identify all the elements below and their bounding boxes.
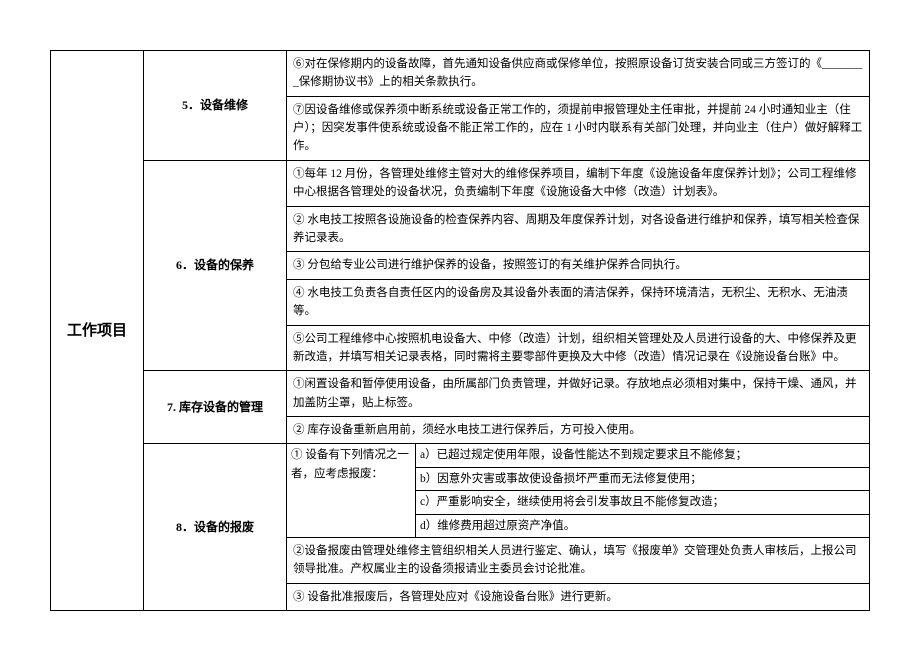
section-6-row-3: ③ 分包给专业公司进行维护保养的设备，按照签订的有关维护保养合同执行。 xyxy=(287,252,870,279)
section-6-row-5: ⑤公司工程维修中心按照机电设备大、中修（改造）计划，组织相关管理处及人员进行设备… xyxy=(287,325,870,371)
row-header: 工作项目 xyxy=(51,50,144,610)
section-8-title: 8．设备的报废 xyxy=(144,444,287,611)
work-items-table: 工作项目 5．设备维修 ⑥对在保修期内的设备故障，首先通知设备供应商或保修单位，… xyxy=(50,50,870,611)
section-7-title: 7. 库存设备的管理 xyxy=(144,371,287,444)
section-7-row-2: ② 库存设备重新启用前，须经水电技工进行保养后，方可投入使用。 xyxy=(287,417,870,444)
section-8-inner: ① 设备有下列情况之一者，应考虑报废： a）已超过规定使用年限，设备性能达不到规… xyxy=(287,444,869,537)
section-6-title: 6．设备的保养 xyxy=(144,160,287,371)
section-8-item-d: d）维修费用超过原资产净值。 xyxy=(416,514,870,537)
section-6-row-2: ② 水电技工按照各设施设备的检查保养内容、周期及年度保养计划，对各设备进行维护和… xyxy=(287,206,870,252)
section-5-row-2: ⑦因设备维修或保养须中断系统或设备正常工作的，须提前申报管理处主任审批，并提前 … xyxy=(287,96,870,160)
section-8-row-2: ②设备报废由管理处维修主管组织相关人员进行鉴定、确认，填写《报废单》交管理处负责… xyxy=(287,538,870,584)
section-8-item-b: b）因意外灾害或事故使设备损坏严重而无法修复使用； xyxy=(416,467,870,490)
section-8-subleft: ① 设备有下列情况之一者，应考虑报废： xyxy=(287,444,416,537)
section-5-row-1: ⑥对在保修期内的设备故障，首先通知设备供应商或保修单位，按照原设备订货安装合同或… xyxy=(287,50,870,96)
section-8-item-a: a）已超过规定使用年限，设备性能达不到规定要求且不能修复； xyxy=(416,444,870,467)
section-5-title: 5．设备维修 xyxy=(144,50,287,160)
section-8-row-3: ③ 设备批准报废后，各管理处应对《设施设备台账》进行更新。 xyxy=(287,583,870,610)
section-8-sub: ① 设备有下列情况之一者，应考虑报废： a）已超过规定使用年限，设备性能达不到规… xyxy=(287,444,870,538)
section-7-row-1: ①闲置设备和暂停使用设备，由所属部门负责管理，并做好记录。存放地点必须相对集中，… xyxy=(287,371,870,417)
section-6-row-4: ④ 水电技工负责各自责任区内的设备房及其设备外表面的清洁保养，保持环境清洁，无积… xyxy=(287,279,870,325)
section-8-item-c: c）严重影响安全，继续使用将会引发事故且不能修复改造； xyxy=(416,491,870,514)
section-6-row-1: ①每年 12 月份，各管理处维修主管对大的维修保养项目，编制下年度《设施设备年度… xyxy=(287,160,870,206)
